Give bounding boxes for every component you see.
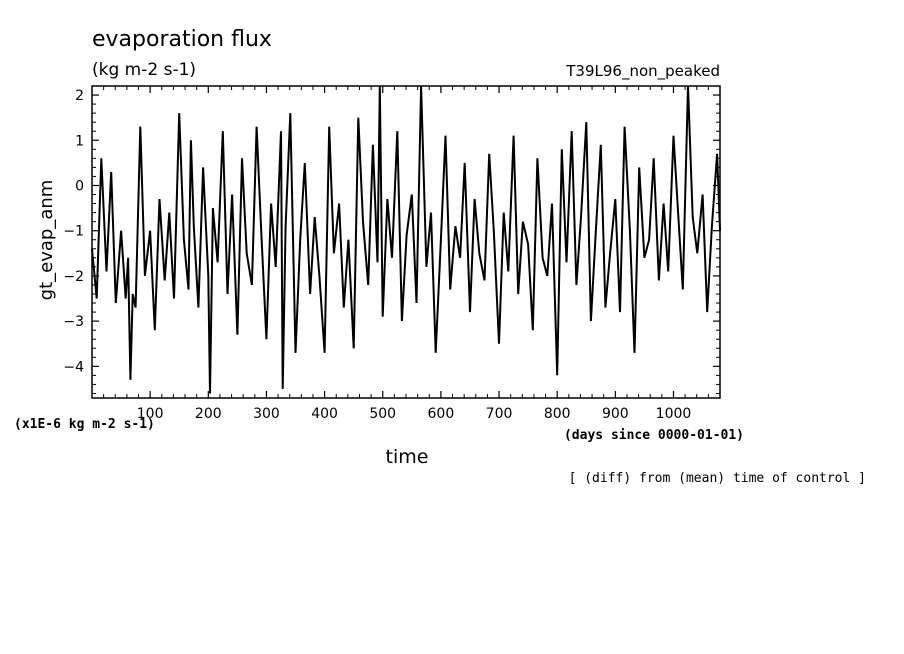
x-tick-label: 500	[369, 406, 396, 422]
y-axis-label: gt_evap_anm	[36, 180, 57, 301]
run-label: T39L96_non_peaked	[565, 62, 720, 81]
x-tick-label: 800	[544, 406, 571, 422]
x-tick-label: 300	[253, 406, 280, 422]
y-tick-label: −2	[63, 269, 84, 285]
y-scale-note: (x1E-6 kg m-2 s-1)	[14, 417, 155, 432]
chart-title: evaporation flux	[92, 27, 272, 52]
y-tick-label: 1	[75, 133, 84, 149]
y-tick-label: −4	[63, 359, 84, 375]
x-tick-label: 900	[602, 406, 629, 422]
y-tick-label: 2	[75, 88, 84, 104]
x-tick-label: 1000	[656, 406, 692, 422]
x-tick-label: 700	[486, 406, 513, 422]
x-axis-label: time	[386, 446, 429, 468]
x-tick-label: 200	[195, 406, 222, 422]
x-tick-label: 100	[137, 406, 164, 422]
x-units-label: (days since 0000-01-01)	[564, 428, 744, 443]
x-tick-label: 600	[428, 406, 455, 422]
y-tick-label: −1	[63, 224, 84, 240]
chart-units: (kg m-2 s-1)	[92, 60, 196, 80]
y-tick-label: −3	[63, 314, 84, 330]
y-tick-label: 0	[75, 178, 84, 194]
series-line	[91, 85, 721, 394]
x-tick-label: 400	[311, 406, 338, 422]
footnote: [ (diff) from (mean) time of control ]	[569, 471, 866, 486]
plot-area: 2 1 0 −1 −2 −3 −4 100 200 300 400 500 600 700 800 900 10…	[63, 85, 721, 422]
